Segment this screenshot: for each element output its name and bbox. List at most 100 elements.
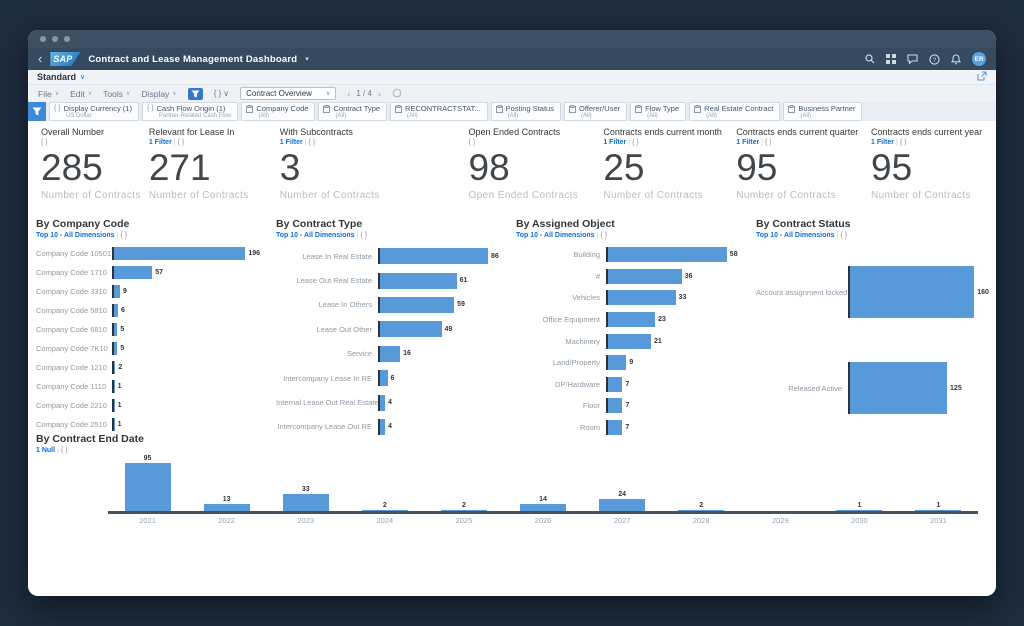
column-bar[interactable] bbox=[203, 504, 250, 511]
chart-filter-link[interactable]: Top 10 - All Dimensions bbox=[36, 232, 115, 239]
filter-chip[interactable]: Business Partner (All) bbox=[783, 102, 863, 121]
bar[interactable] bbox=[114, 247, 246, 260]
bar[interactable] bbox=[114, 342, 118, 355]
bar[interactable] bbox=[850, 362, 948, 414]
variant-selector[interactable]: Standard bbox=[37, 72, 77, 82]
kpi-braces[interactable]: { } bbox=[632, 139, 639, 146]
view-selector-dropdown[interactable]: Contract Overview ∨ bbox=[240, 87, 337, 100]
bar[interactable] bbox=[608, 290, 676, 306]
back-button[interactable]: ‹ bbox=[38, 50, 43, 66]
bar[interactable] bbox=[608, 268, 682, 284]
chart-filter-link[interactable]: 1 Null bbox=[36, 447, 56, 454]
kpi-braces[interactable]: { } bbox=[41, 139, 48, 146]
window-zoom-button[interactable] bbox=[64, 36, 70, 42]
kpi-braces[interactable]: { } bbox=[468, 139, 476, 146]
bar[interactable] bbox=[114, 361, 116, 374]
filter-chip[interactable]: Contract Type (All) bbox=[318, 102, 388, 121]
next-page-icon[interactable]: › bbox=[377, 88, 381, 99]
bar[interactable] bbox=[608, 333, 651, 349]
bar[interactable] bbox=[380, 296, 455, 313]
previous-page-icon[interactable]: ‹ bbox=[347, 88, 351, 99]
filter-toggle-button[interactable] bbox=[187, 87, 203, 100]
variant-caret-icon[interactable]: ∨ bbox=[80, 74, 86, 81]
user-avatar[interactable]: ER bbox=[972, 52, 986, 66]
column-bar[interactable] bbox=[915, 510, 962, 511]
kpi-braces[interactable]: { } bbox=[899, 139, 907, 146]
menu-display[interactable]: Display ∨ bbox=[141, 88, 177, 99]
filter-chip[interactable]: { } Cash Flow Origin (1) Partner-Related C… bbox=[141, 102, 239, 121]
feedback-icon[interactable] bbox=[907, 54, 918, 64]
notifications-icon[interactable] bbox=[951, 53, 961, 65]
kpi-filter-link[interactable]: 1 Filter bbox=[148, 139, 172, 146]
filter-chip[interactable]: Posting Status (All) bbox=[490, 102, 561, 121]
kpi-tile[interactable]: With Subcontracts 1 Filter |{ } 3 Number of … bbox=[272, 121, 461, 213]
filter-chip[interactable]: { } Display Currency (1) US Dollar bbox=[49, 102, 139, 121]
column-bar[interactable] bbox=[520, 504, 567, 511]
window-minimize-button[interactable] bbox=[52, 36, 58, 42]
open-in-new-window-icon[interactable] bbox=[977, 68, 987, 86]
column-bar[interactable] bbox=[440, 510, 487, 511]
filter-bar-toggle-tile[interactable] bbox=[28, 102, 46, 121]
bar[interactable] bbox=[114, 266, 153, 279]
kpi-tile[interactable]: Contracts ends current quarter 1 Filter |{… bbox=[728, 121, 863, 213]
bar[interactable] bbox=[380, 248, 488, 265]
kpi-braces[interactable]: { } bbox=[765, 139, 772, 146]
filter-chip[interactable]: Company Code (All) bbox=[241, 102, 316, 121]
filter-chip[interactable]: Flow Type (All) bbox=[630, 102, 687, 121]
app-title[interactable]: Contract and Lease Management Dashboard bbox=[88, 53, 298, 65]
bar[interactable] bbox=[608, 420, 623, 436]
kpi-filter-link[interactable]: 1 Filter bbox=[736, 139, 760, 146]
column-bar[interactable] bbox=[836, 510, 883, 511]
chart-filter-link[interactable]: Top 10 - All Dimensions bbox=[516, 232, 595, 239]
bar[interactable] bbox=[114, 399, 115, 412]
kpi-tile[interactable]: Contracts ends current year 1 Filter |{ } 9… bbox=[863, 121, 993, 213]
search-icon[interactable] bbox=[865, 54, 875, 64]
product-switch-icon[interactable] bbox=[886, 54, 896, 64]
bar[interactable] bbox=[380, 345, 401, 362]
kpi-filter-link[interactable]: 1 Filter bbox=[871, 139, 894, 146]
column-bar[interactable] bbox=[124, 463, 171, 511]
menu-edit[interactable]: Edit ∨ bbox=[70, 88, 93, 99]
menu-tools[interactable]: Tools ∨ bbox=[103, 88, 131, 99]
bar[interactable] bbox=[850, 266, 975, 318]
kpi-filter-link[interactable]: 1 Filter bbox=[279, 139, 303, 146]
column-bar[interactable] bbox=[361, 510, 408, 511]
column-bar[interactable] bbox=[282, 494, 329, 511]
kpi-filter-link[interactable]: 1 Filter bbox=[603, 139, 627, 146]
chart-filter-link[interactable]: Top 10 - All Dimensions bbox=[756, 232, 835, 239]
refresh-icon[interactable] bbox=[392, 88, 402, 100]
bar[interactable] bbox=[114, 285, 121, 298]
bar[interactable] bbox=[380, 272, 457, 289]
app-title-caret-icon[interactable]: ▾ bbox=[305, 56, 309, 63]
column-bar[interactable] bbox=[599, 499, 646, 511]
bar[interactable] bbox=[608, 376, 623, 392]
bar[interactable] bbox=[114, 323, 118, 336]
bar[interactable] bbox=[608, 398, 623, 414]
kpi-tile[interactable]: Contracts ends current month 1 Filter |{ }… bbox=[595, 121, 728, 213]
bar[interactable] bbox=[380, 394, 386, 411]
kpi-braces[interactable]: { } bbox=[177, 139, 185, 146]
bar[interactable] bbox=[380, 321, 442, 338]
bar[interactable] bbox=[380, 418, 386, 435]
bar[interactable] bbox=[608, 312, 656, 328]
braces-menu-button[interactable]: { } ∨ bbox=[213, 89, 230, 98]
filter-chip[interactable]: RECONTRACTSTAT... (All) bbox=[390, 102, 488, 121]
filter-chip[interactable]: Offerer/User (All) bbox=[563, 102, 628, 121]
bar[interactable] bbox=[114, 380, 115, 393]
menu-file[interactable]: File ∨ bbox=[38, 88, 60, 99]
help-icon[interactable]: ? bbox=[929, 53, 940, 65]
bar[interactable] bbox=[608, 355, 627, 371]
chart-filter-link[interactable]: Top 10 - All Dimensions bbox=[276, 232, 355, 239]
kpi-tile[interactable]: Overall Number { } 285 Number of Contracts bbox=[33, 121, 141, 213]
window-close-button[interactable] bbox=[40, 36, 46, 42]
kpi-value: 3 bbox=[279, 147, 301, 188]
bar[interactable] bbox=[114, 304, 119, 317]
bar[interactable] bbox=[114, 418, 115, 431]
column-bar[interactable] bbox=[678, 510, 725, 511]
filter-chip[interactable]: Real Estate Contract (All) bbox=[689, 102, 781, 121]
kpi-tile[interactable]: Relevant for Lease In 1 Filter |{ } 271 Numb… bbox=[141, 121, 272, 213]
bar[interactable] bbox=[608, 247, 727, 263]
bar[interactable] bbox=[380, 370, 388, 387]
kpi-tile[interactable]: Open Ended Contracts { } 98 Open Ended Cont… bbox=[461, 121, 596, 213]
kpi-braces[interactable]: { } bbox=[308, 139, 316, 146]
